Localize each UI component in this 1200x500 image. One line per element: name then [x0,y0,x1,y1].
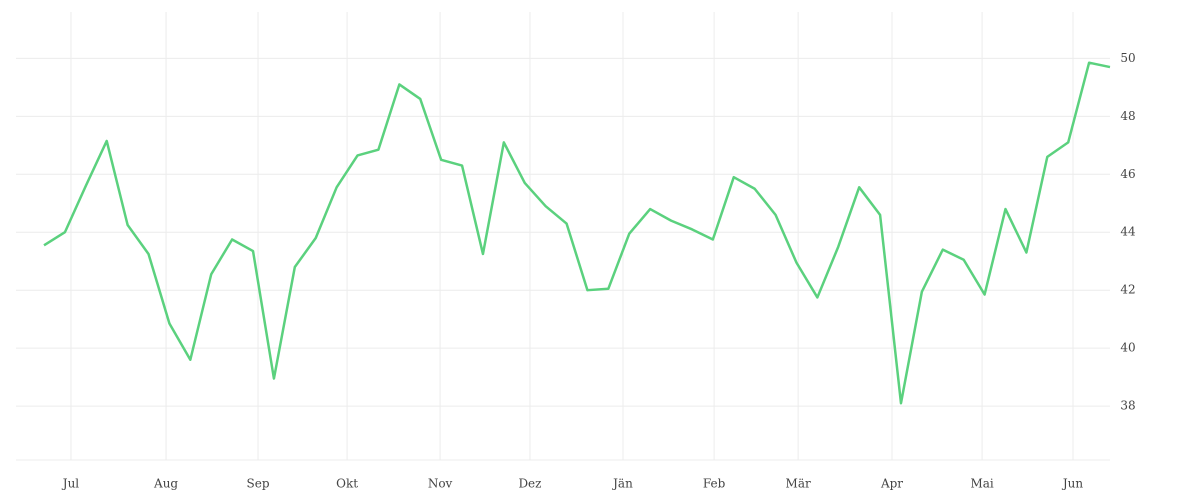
x-tick-label: Sep [247,477,270,491]
y-tick-label: 38 [1120,399,1135,413]
x-tick-label: Jän [611,477,633,491]
y-tick-label: 46 [1120,167,1135,181]
x-tick-label: Feb [703,477,726,491]
x-tick-label: Dez [518,477,541,491]
y-tick-label: 48 [1120,109,1135,123]
x-tick-label: Mär [786,477,811,491]
x-tick-label: Mai [970,477,993,491]
x-tick-label: Jun [1061,477,1084,491]
x-tick-label: Aug [153,477,178,491]
x-tick-label: Nov [428,477,453,491]
data-line [43,61,1111,405]
y-tick-label: 50 [1120,51,1135,65]
y-tick-label: 42 [1120,283,1135,297]
y-tick-label: 40 [1120,341,1135,355]
x-tick-label: Okt [336,477,358,491]
x-tick-label: Apr [880,477,903,491]
x-tick-label: Jul [61,477,80,491]
y-tick-label: 44 [1120,225,1136,239]
